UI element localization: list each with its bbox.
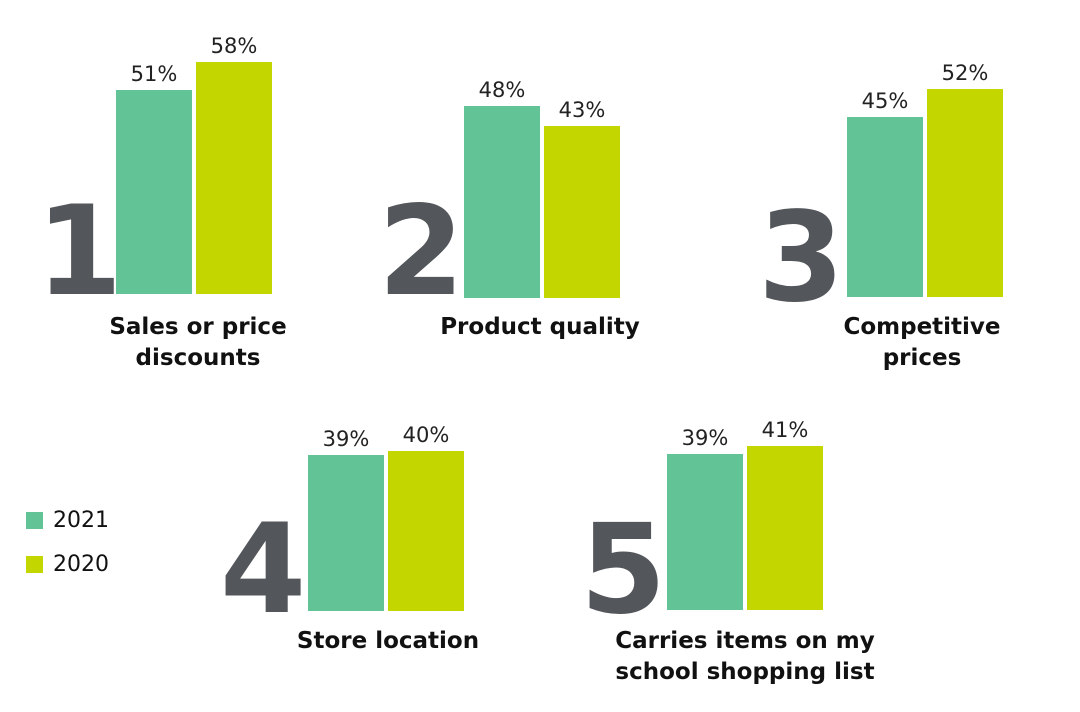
legend-swatch-2021 bbox=[26, 511, 43, 529]
rank-number-3: 3 bbox=[758, 186, 844, 330]
category-label-line: Competitive bbox=[843, 314, 1001, 340]
legend: 2021 2020 bbox=[26, 505, 109, 593]
category-label-line: Product quality bbox=[440, 314, 640, 340]
value-label-2-2020: 43% bbox=[559, 98, 606, 122]
rank-number-1: 1 bbox=[36, 180, 122, 324]
value-label-1-2020: 58% bbox=[211, 34, 258, 58]
category-label-line: prices bbox=[882, 345, 962, 371]
bar-3-2020 bbox=[927, 89, 1003, 297]
bar-4-2020 bbox=[388, 451, 464, 611]
legend-item-2021: 2021 bbox=[26, 505, 109, 535]
legend-label-2021: 2021 bbox=[53, 507, 109, 533]
value-label-4-2021: 39% bbox=[323, 427, 370, 451]
bar-3-2021 bbox=[847, 117, 923, 297]
category-label-1: Sales or price discounts bbox=[38, 312, 358, 374]
bar-4-2021 bbox=[308, 455, 384, 611]
category-label-line: Sales or price bbox=[109, 314, 287, 340]
category-label-line: Carries items on my bbox=[615, 628, 875, 654]
category-label-line: discounts bbox=[135, 345, 261, 371]
value-label-3-2021: 45% bbox=[862, 89, 909, 113]
legend-swatch-2020 bbox=[26, 555, 43, 573]
value-label-5-2020: 41% bbox=[762, 418, 809, 442]
category-label-5: Carries items on my school shopping list bbox=[585, 626, 905, 688]
bar-5-2020 bbox=[747, 446, 823, 610]
value-label-2-2021: 48% bbox=[479, 78, 526, 102]
rank-number-4: 4 bbox=[220, 498, 306, 642]
category-label-3: Competitive prices bbox=[762, 312, 1080, 374]
bar-2-2020 bbox=[544, 126, 620, 298]
bar-5-2021 bbox=[667, 454, 743, 610]
rank-number-2: 2 bbox=[378, 180, 464, 324]
category-label-line: school shopping list bbox=[615, 659, 875, 685]
rank-number-5: 5 bbox=[580, 498, 666, 642]
category-label-4: Store location bbox=[228, 626, 548, 657]
value-label-3-2020: 52% bbox=[942, 61, 989, 85]
value-label-4-2020: 40% bbox=[403, 423, 450, 447]
category-label-line: Store location bbox=[296, 628, 480, 654]
value-label-1-2021: 51% bbox=[131, 62, 178, 86]
bar-2-2021 bbox=[464, 106, 540, 298]
bar-1-2021 bbox=[116, 90, 192, 294]
legend-label-2020: 2020 bbox=[53, 551, 109, 577]
bar-1-2020 bbox=[196, 62, 272, 294]
category-label-2: Product quality bbox=[380, 312, 700, 343]
value-label-5-2021: 39% bbox=[682, 426, 729, 450]
legend-item-2020: 2020 bbox=[26, 549, 109, 579]
